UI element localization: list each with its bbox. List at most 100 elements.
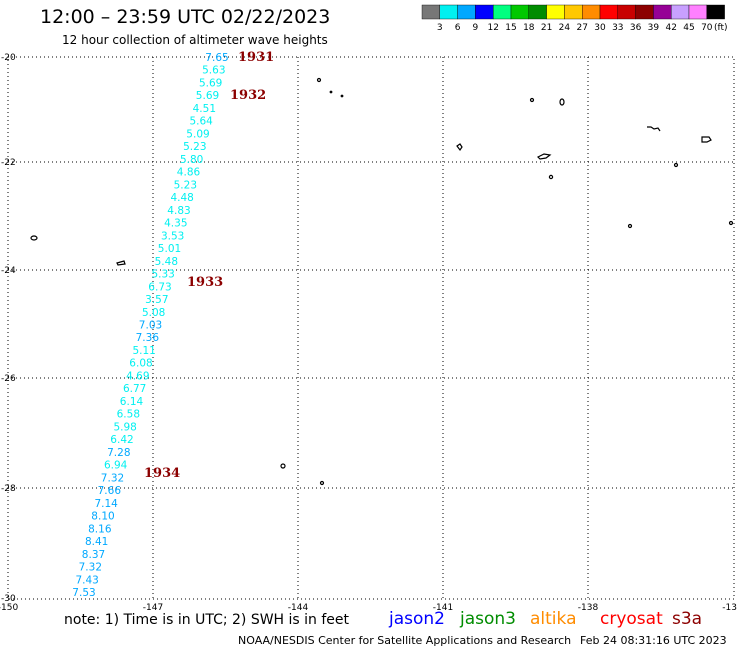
wave-height-value: 5.33 <box>151 269 174 281</box>
island <box>319 480 325 486</box>
island <box>456 143 463 152</box>
map-grid <box>8 57 734 598</box>
latitude-label: -26 <box>1 374 16 384</box>
legend-swatch <box>671 4 690 20</box>
legend-swatch <box>457 4 476 20</box>
wave-height-value: 5.09 <box>186 128 209 140</box>
footer-timestamp: Feb 24 08:31:16 UTC 2023 <box>580 634 727 647</box>
legend-label: 39 <box>648 23 660 33</box>
island <box>529 97 535 103</box>
island <box>673 162 679 168</box>
legend-swatch <box>528 4 547 20</box>
wave-height-value: 4.51 <box>193 103 216 115</box>
latitude-label: -28 <box>1 484 16 494</box>
legend-swatch <box>439 4 458 20</box>
wave-height-value: 5.08 <box>142 307 165 319</box>
legend-label: 30 <box>594 23 606 33</box>
island <box>30 235 38 241</box>
altimeter-track: 7.655.635.695.694.515.645.095.235.804.86… <box>72 52 228 599</box>
legend-label: 18 <box>523 23 535 33</box>
page-title: 12:00 – 23:59 UTC 02/22/2023 <box>40 6 331 28</box>
latitude-label: -20 <box>1 53 16 63</box>
wave-height-value: 4.35 <box>164 218 187 230</box>
legend-label: 21 <box>541 23 552 33</box>
island <box>559 98 565 106</box>
island-outlines <box>30 77 734 486</box>
legend-swatch <box>493 4 512 20</box>
wave-height-value: 7.32 <box>79 562 102 574</box>
wave-height-value: 6.77 <box>123 383 146 395</box>
island <box>280 463 286 469</box>
map-border <box>7 56 735 600</box>
wave-height-value: 7.65 <box>205 52 228 64</box>
wave-height-value: 5.23 <box>183 141 206 153</box>
wave-height-value: 8.41 <box>85 536 108 548</box>
satellite-jason3: jason3 <box>460 609 516 629</box>
satellite-s3a: s3a <box>672 609 703 629</box>
legend-label: 3 <box>437 23 443 33</box>
island <box>329 90 333 94</box>
latitude-label: -22 <box>1 158 16 168</box>
wave-height-value: 6.58 <box>117 409 140 421</box>
wave-height-value: 3.57 <box>145 294 168 306</box>
wave-height-value: 7.32 <box>101 472 124 484</box>
legend-swatch <box>635 4 654 20</box>
wave-height-value: 5.63 <box>202 65 225 77</box>
pass-time-label: 1934 <box>144 466 180 481</box>
legend-swatch <box>564 4 583 20</box>
island <box>701 136 712 143</box>
island <box>548 174 554 180</box>
longitude-labels: -150 -147 -144 -141 -138 -13 <box>0 603 737 613</box>
pass-time-label: 1931 <box>238 50 274 65</box>
legend-label: 24 <box>559 23 571 33</box>
satellite-cryosat: cryosat <box>600 609 663 629</box>
legend-swatch <box>688 4 707 20</box>
wave-height-value: 8.37 <box>82 549 105 561</box>
wave-height-value: 5.80 <box>180 154 203 166</box>
legend-label: 15 <box>505 23 516 33</box>
longitude-label: -144 <box>288 603 309 613</box>
latitude-labels: -20 -22 -24 -26 -28 -30 <box>1 53 16 604</box>
wave-height-value: 7.03 <box>139 320 162 332</box>
legend-labels: 3 6 9 12 15 18 21 24 27 30 33 36 39 42 45 70 (ft) <box>437 23 728 33</box>
legend-label: 36 <box>630 23 642 33</box>
legend-label: 6 <box>455 23 461 33</box>
longitude-label: -141 <box>433 603 453 613</box>
wave-height-value: 5.11 <box>132 345 155 357</box>
pass-time-label: 1933 <box>187 275 223 290</box>
pass-time-labels: 1931 1932 1933 1934 <box>144 50 274 481</box>
wave-height-value: 6.73 <box>148 281 171 293</box>
wave-height-value: 4.69 <box>126 370 149 382</box>
legend-label: 9 <box>473 23 479 33</box>
longitude-label: -13 <box>722 603 737 613</box>
wave-height-value: 5.69 <box>199 77 222 89</box>
legend-label: 27 <box>576 23 587 33</box>
page-subtitle: 12 hour collection of altimeter wave hei… <box>62 33 328 47</box>
latitude-label: -30 <box>1 594 16 604</box>
longitude-label: -147 <box>143 603 163 613</box>
wave-height-value: 6.14 <box>120 396 144 408</box>
longitude-label: -138 <box>578 603 599 613</box>
pass-time-label: 1932 <box>230 88 266 103</box>
wave-height-value: 5.98 <box>113 421 136 433</box>
island <box>536 153 552 160</box>
legend-swatch <box>653 4 672 20</box>
island <box>728 220 734 226</box>
legend-swatch <box>546 4 565 20</box>
wave-height-value: 4.86 <box>177 167 201 179</box>
footer-credit: NOAA/NESDIS Center for Satellite Applica… <box>238 634 572 647</box>
wave-height-value: 6.42 <box>110 434 133 446</box>
wave-height-value: 5.69 <box>196 90 219 102</box>
legend-swatch <box>599 4 618 20</box>
island <box>116 260 126 266</box>
legend-unit: (ft) <box>714 23 728 33</box>
latitude-label: -24 <box>1 266 16 276</box>
island <box>316 77 322 83</box>
wave-height-value: 7.14 <box>94 498 118 510</box>
wave-height-value: 7.36 <box>136 332 160 344</box>
footer-note: note: 1) Time is in UTC; 2) SWH is in fe… <box>64 612 350 628</box>
legend-color-bar <box>421 4 725 20</box>
legend-swatch <box>582 4 601 20</box>
legend-swatch <box>706 4 725 20</box>
